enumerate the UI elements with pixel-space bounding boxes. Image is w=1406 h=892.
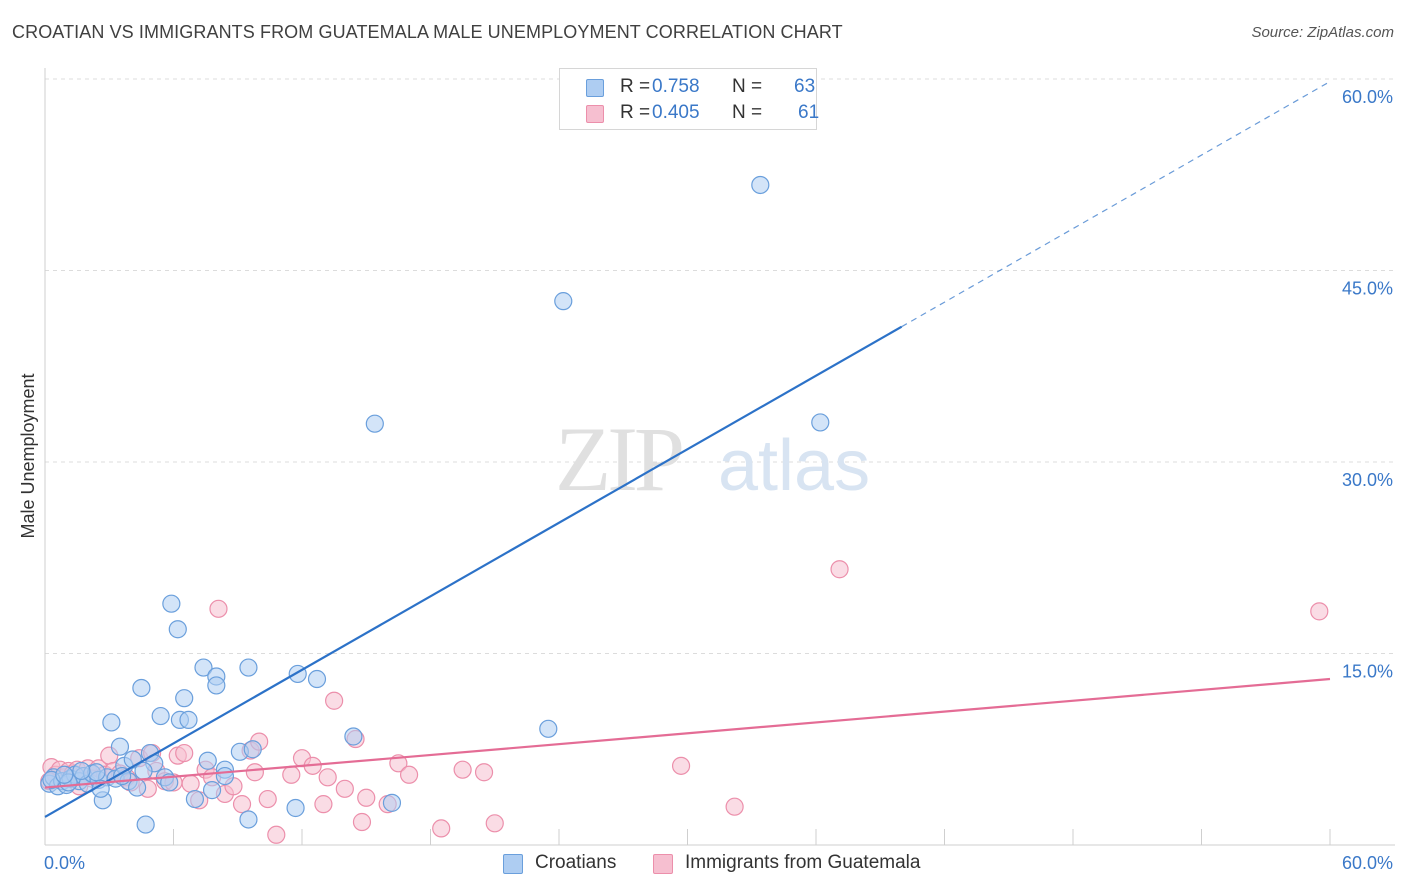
croatian-point bbox=[87, 763, 106, 782]
guatemala-point bbox=[725, 797, 744, 816]
croatian-trendline bbox=[44, 325, 903, 818]
croatian-point bbox=[554, 292, 573, 311]
guatemala-point bbox=[175, 743, 194, 763]
guatemala-point bbox=[830, 560, 849, 579]
x-tick-label: 60.0% bbox=[1342, 853, 1393, 873]
croatian-point bbox=[179, 710, 198, 729]
guatemala-point bbox=[357, 788, 376, 807]
bottom-legend-label: Croatians bbox=[535, 852, 617, 873]
guatemala-point bbox=[485, 814, 504, 833]
guatemala-point bbox=[671, 756, 691, 775]
croatian-point bbox=[127, 778, 147, 797]
croatian-point bbox=[198, 751, 217, 770]
croatian-point bbox=[239, 810, 258, 829]
watermark-atlas: atlas bbox=[718, 426, 870, 506]
guatemala-point bbox=[181, 774, 200, 793]
croatian-point bbox=[307, 669, 327, 689]
guatemala-point bbox=[1310, 602, 1329, 621]
croatian-point bbox=[132, 678, 151, 698]
croatian-point bbox=[344, 727, 363, 746]
croatian-point bbox=[286, 798, 305, 818]
guatemala-point bbox=[245, 763, 264, 782]
guatemala-point bbox=[314, 795, 333, 814]
guatemala-point bbox=[267, 825, 286, 844]
legend-n-label: N = bbox=[732, 102, 763, 123]
y-tick-label: 30.0% bbox=[1342, 470, 1393, 490]
croatian-point bbox=[72, 761, 91, 781]
guatemala-point bbox=[453, 760, 472, 779]
croatian-point bbox=[185, 789, 205, 809]
croatian-point bbox=[215, 766, 234, 786]
bottom-legend-swatch-blue bbox=[503, 854, 523, 874]
guatemala-point bbox=[282, 765, 301, 784]
correlation-legend: R = 0.758 N = 63 R = 0.405 N = 61 bbox=[559, 68, 820, 130]
y-tick-label: 45.0% bbox=[1342, 279, 1393, 299]
croatian-point bbox=[382, 793, 402, 812]
guatemala-point bbox=[209, 599, 228, 618]
croatian-point bbox=[202, 781, 222, 800]
croatian-point bbox=[365, 414, 384, 433]
croatian-point bbox=[194, 658, 213, 677]
guatemala-point bbox=[399, 765, 419, 784]
guatemala-trendline bbox=[44, 677, 1331, 789]
croatian-point bbox=[136, 815, 155, 834]
croatian-point bbox=[539, 719, 558, 738]
guatemala-point bbox=[352, 812, 372, 832]
croatian-point bbox=[102, 713, 121, 732]
croatian-point bbox=[55, 765, 74, 784]
croatian-point bbox=[151, 706, 170, 726]
chart-title: CROATIAN VS IMMIGRANTS FROM GUATEMALA MA… bbox=[12, 22, 843, 42]
guatemala-point bbox=[325, 691, 344, 710]
croatian-point bbox=[162, 594, 181, 613]
legend-swatch-pink bbox=[586, 105, 604, 123]
croatian-point bbox=[751, 175, 770, 195]
croatian-trendline-extension bbox=[901, 81, 1331, 328]
legend-r-value: 0.758 bbox=[652, 76, 700, 97]
y-tick-label: 15.0% bbox=[1342, 662, 1393, 682]
x-tick-label: 0.0% bbox=[44, 853, 85, 873]
legend-r-label: R = bbox=[620, 76, 651, 97]
legend-r-label: R = bbox=[620, 102, 651, 123]
watermark-zip: ZIP bbox=[555, 408, 682, 510]
guatemala-point bbox=[335, 779, 354, 798]
legend-swatch-blue bbox=[586, 79, 604, 97]
croatian-point bbox=[239, 658, 258, 677]
source-label: Source: ZipAtlas.com bbox=[1251, 24, 1394, 41]
legend-n-value: 61 bbox=[798, 102, 820, 123]
croatian-point bbox=[207, 676, 226, 695]
guatemala-point bbox=[232, 795, 252, 814]
guatemala-point bbox=[258, 789, 277, 809]
y-tick-label: 60.0% bbox=[1342, 87, 1393, 107]
y-axis-label: Male Unemployment bbox=[18, 373, 38, 538]
croatian-point bbox=[175, 689, 194, 708]
guatemala-point bbox=[474, 763, 494, 782]
croatian-point bbox=[168, 620, 187, 639]
croatian-point bbox=[110, 737, 130, 756]
croatian-point bbox=[243, 740, 262, 759]
legend-r-value: 0.405 bbox=[652, 102, 700, 123]
legend-n-value: 63 bbox=[794, 76, 816, 97]
guatemala-point bbox=[318, 768, 337, 787]
bottom-legend-label: Immigrants from Guatemala bbox=[685, 852, 921, 873]
croatian-point bbox=[811, 413, 830, 432]
legend-n-label: N = bbox=[732, 76, 763, 97]
bottom-legend-swatch-pink bbox=[653, 854, 673, 874]
guatemala-point bbox=[432, 819, 451, 838]
